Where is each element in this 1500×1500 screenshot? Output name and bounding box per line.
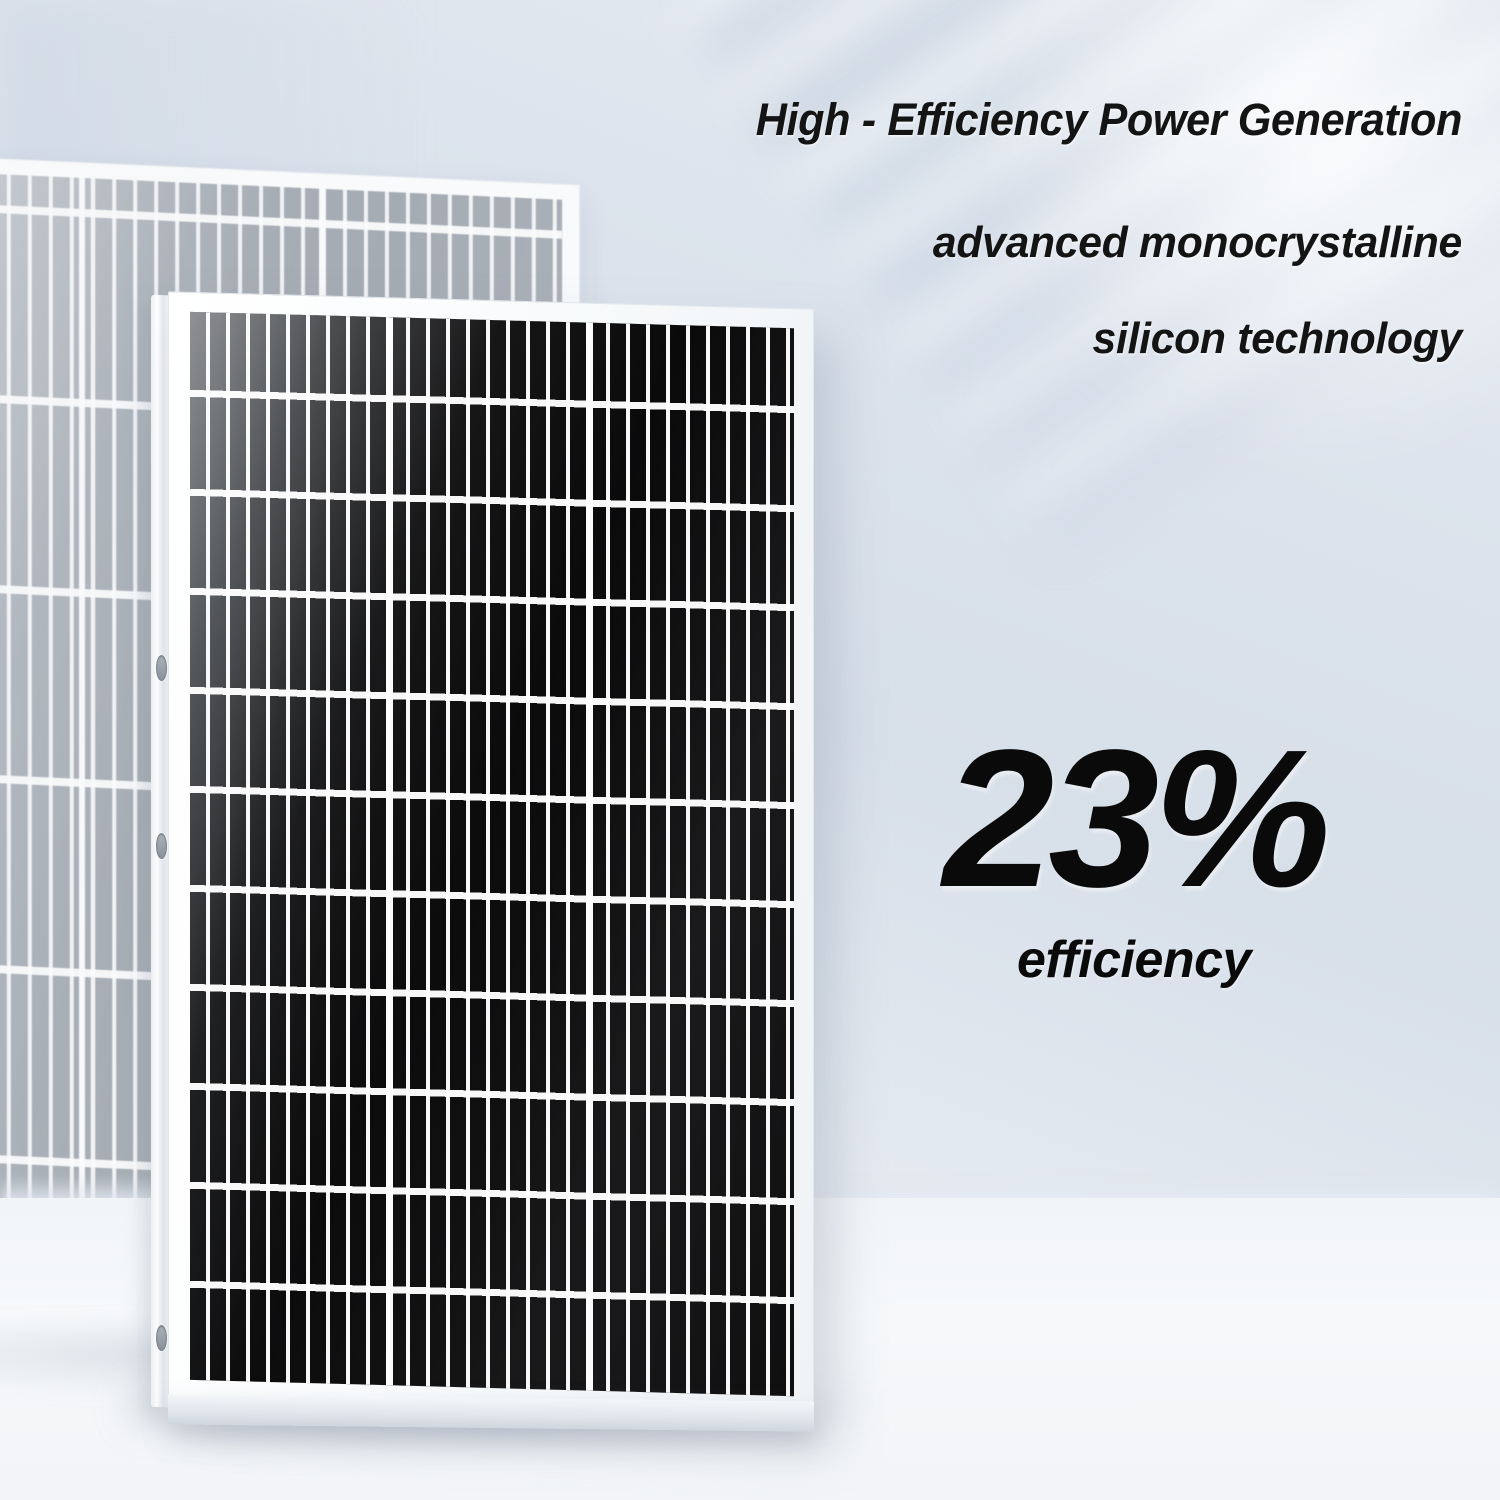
front-panel-busbars xyxy=(190,311,794,1397)
efficiency-stat-block: 23% efficiency xyxy=(854,720,1414,990)
front-panel-glass xyxy=(190,311,794,1397)
monocrystalline-solar-panel xyxy=(151,291,814,1432)
efficiency-value: 23% xyxy=(943,709,1331,928)
subheadline-line-2: silicon technology xyxy=(1092,313,1463,363)
mount-hole-icon xyxy=(156,1324,167,1352)
marketing-copy-block: High - Efficiency Power Generation advan… xyxy=(622,94,1463,363)
mount-hole-icon xyxy=(156,832,167,860)
subheadline-line-1: advanced monocrystalline xyxy=(932,217,1462,267)
front-panel-column-separator xyxy=(586,322,593,1391)
efficiency-label: efficiency xyxy=(1017,931,1251,990)
headline: High - Efficiency Power Generation xyxy=(755,94,1463,145)
front-panel-column-separator xyxy=(386,317,393,1386)
mount-hole-icon xyxy=(156,654,167,682)
light-glow-top-right xyxy=(960,0,1500,480)
